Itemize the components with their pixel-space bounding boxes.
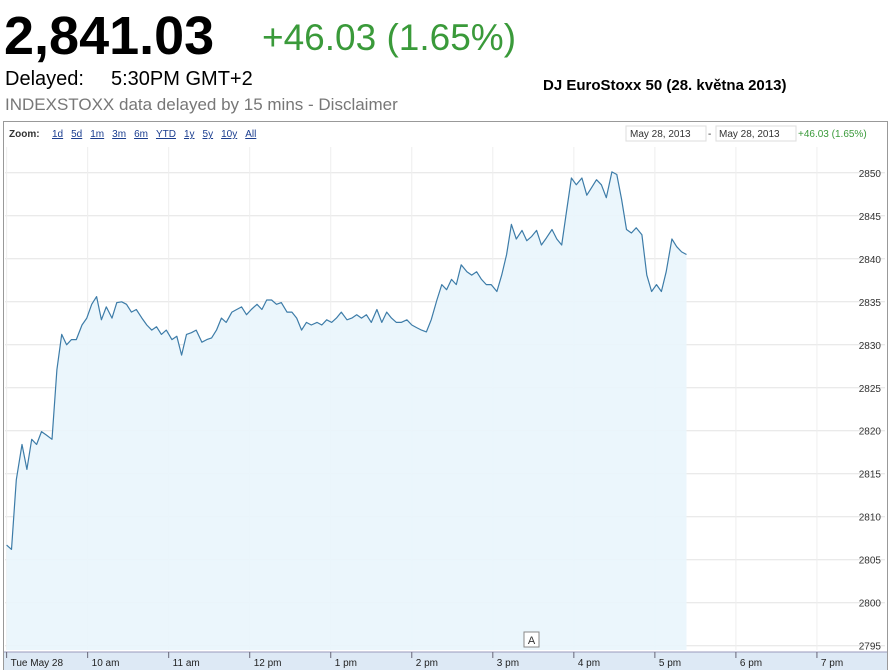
plot: 2795 2800 2805 2810 2815 2820 2825 2830 2835 2840…: [5, 147, 885, 653]
zoom-option[interactable]: 1y: [184, 129, 195, 140]
y-tick-label: 2840: [859, 255, 882, 266]
x-tick-label: 1 pm: [335, 658, 357, 669]
range-box: [625, 125, 707, 142]
x-tick-label: 11 am: [173, 658, 200, 669]
zoom-option[interactable]: 1d: [52, 129, 63, 140]
y-tick-label: 2850: [859, 169, 882, 180]
zoom-option[interactable]: 3m: [112, 129, 126, 140]
y-tick-label: 2800: [859, 599, 882, 610]
zoom-options: 1d 5d 1m 3m 6m YTD 1y 5y 10y All: [52, 129, 256, 140]
zoom-label: Zoom:: [9, 129, 40, 140]
range-end[interactable]: May 28, 2013: [719, 129, 780, 140]
x-axis-band: [4, 652, 887, 670]
x-tick-label: 3 pm: [497, 658, 519, 669]
y-tick-label: 2830: [859, 341, 882, 352]
zoom-option[interactable]: YTD: [156, 129, 176, 140]
x-tick-label: Tue May 28: [11, 658, 64, 669]
x-tick-label: 5 pm: [659, 658, 681, 669]
y-tick-label: 2825: [859, 384, 882, 395]
y-tick-label: 2795: [859, 642, 882, 653]
delay-notice: INDEXSTOXX data delayed by 15 mins - Dis…: [5, 95, 398, 114]
chart-title: DJ EuroStoxx 50 (28. května 2013): [543, 77, 786, 94]
annotation-flag[interactable]: [523, 631, 540, 648]
area: [6, 171, 687, 650]
y-tick-label: 2820: [859, 427, 882, 438]
y-tick-label: 2810: [859, 513, 882, 524]
price: 2,841.03: [4, 6, 214, 66]
price-change: +46.03 (1.65%): [262, 17, 516, 58]
zoom-option[interactable]: 5y: [203, 129, 214, 140]
x-tick-label: 2 pm: [416, 658, 438, 669]
range-change: +46.03 (1.65%): [798, 129, 867, 140]
x-tick-label: 7 pm: [821, 658, 843, 669]
delayed-label: Delayed:: [5, 68, 84, 90]
zoom-option[interactable]: 10y: [221, 129, 237, 140]
x-tick-label: 4 pm: [578, 658, 600, 669]
y-tick-label: 2805: [859, 556, 882, 567]
y-tick-label: 2835: [859, 298, 882, 309]
zoom-option[interactable]: All: [245, 129, 256, 140]
annotation-label[interactable]: A: [528, 635, 536, 647]
x-tick-label: 6 pm: [740, 658, 762, 669]
zoom-option[interactable]: 1m: [90, 129, 104, 140]
y-tick-label: 2815: [859, 470, 882, 481]
zoom-option[interactable]: 5d: [71, 129, 82, 140]
range-start[interactable]: May 28, 2013: [630, 129, 691, 140]
range-box: [715, 125, 797, 142]
x-tick-label: 10 am: [92, 658, 120, 669]
zoom-option[interactable]: 6m: [134, 129, 148, 140]
x-tick-label: 12 pm: [254, 658, 282, 669]
price-line: [6, 171, 687, 550]
delayed-time: 5:30PM GMT+2: [111, 68, 253, 90]
y-tick-label: 2845: [859, 212, 882, 223]
range-separator: -: [708, 129, 711, 140]
